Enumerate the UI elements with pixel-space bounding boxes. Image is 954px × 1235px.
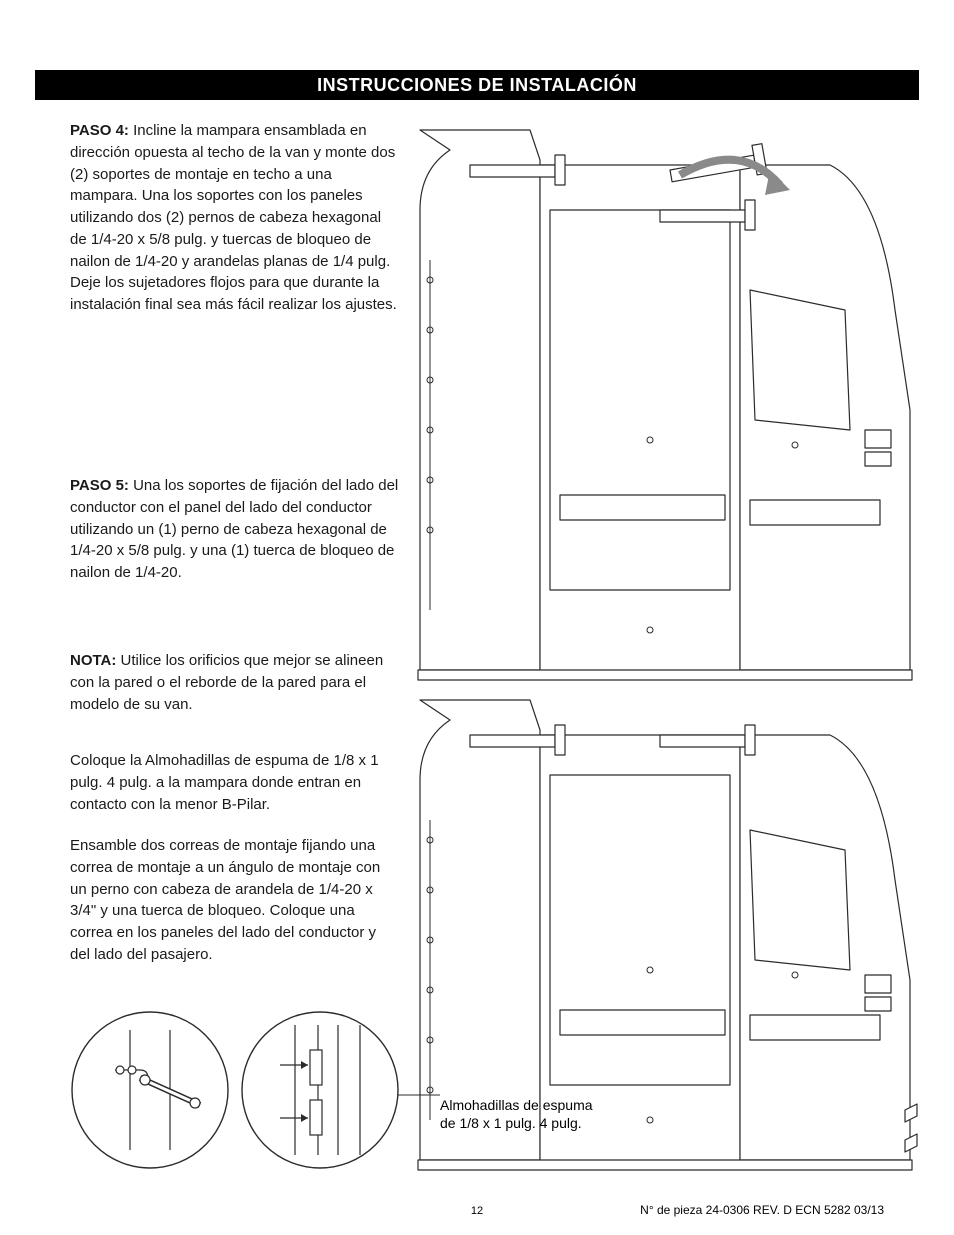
foam-body: Coloque la Almohadillas de espuma de 1/8… <box>70 752 379 813</box>
note-label: NOTA: <box>70 652 116 669</box>
figure-step4 <box>410 110 920 690</box>
note-body: Utilice los orificios que mejor se aline… <box>70 652 383 713</box>
straps-paragraph: Ensamble dos correas de montaje fijando … <box>70 835 400 966</box>
foam-label-line2: de 1/8 x 1 pulg. 4 pulg. <box>440 1114 593 1132</box>
step-4-label: PASO 4: <box>70 122 129 139</box>
footer-partno: N° de pieza 24-0306 REV. D ECN 5282 03/1… <box>640 1203 884 1217</box>
step-5-label: PASO 5: <box>70 477 129 494</box>
note-text: NOTA: Utilice los orificios que mejor se… <box>70 650 400 715</box>
step-4-body: Incline la mampara ensamblada en direcci… <box>70 122 397 313</box>
detail-circles <box>70 1000 410 1180</box>
foam-pad-callout: Almohadillas de espuma de 1/8 x 1 pulg. … <box>440 1096 593 1132</box>
foam-paragraph: Coloque la Almohadillas de espuma de 1/8… <box>70 750 400 815</box>
step-5-text: PASO 5: Una los soportes de fijación del… <box>70 475 400 584</box>
straps-body: Ensamble dos correas de montaje fijando … <box>70 837 380 963</box>
step-4-text: PASO 4: Incline la mampara ensamblada en… <box>70 120 400 316</box>
page-header: INSTRUCCIONES DE INSTALACIÓN <box>35 70 919 100</box>
foam-label-line1: Almohadillas de espuma <box>440 1096 593 1114</box>
